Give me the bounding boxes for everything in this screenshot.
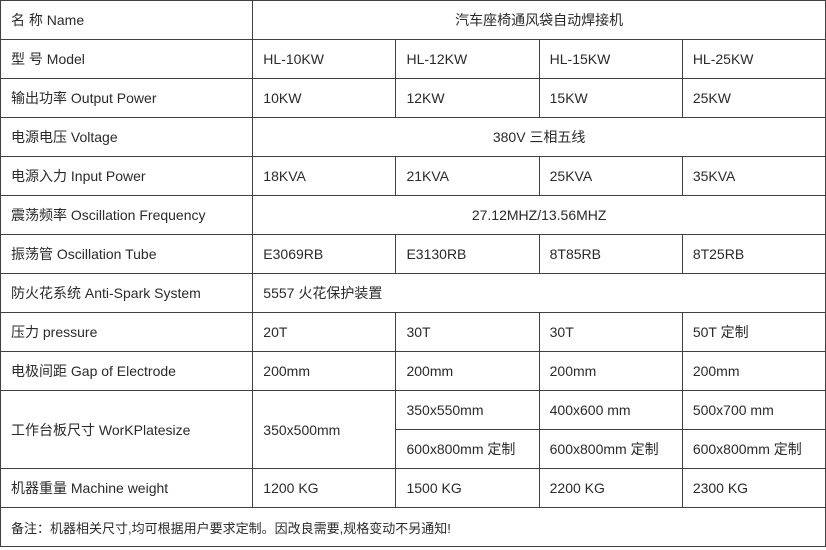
plate-r1-1: 350x550mm (396, 391, 539, 430)
osc-tube-1: E3130RB (396, 235, 539, 274)
antispark-value: 5557 火花保护装置 (253, 274, 826, 313)
output-power-3: 25KW (682, 79, 825, 118)
name-value: 汽车座椅通风袋自动焊接机 (253, 1, 826, 40)
gap-0: 200mm (253, 352, 396, 391)
row-output-power: 输出功率 Output Power 10KW 12KW 15KW 25KW (1, 79, 826, 118)
osc-freq-label: 震荡频率 Oscillation Frequency (1, 196, 253, 235)
row-plate-1: 工作台板尺寸 WorKPlatesize 350x500mm 350x550mm… (1, 391, 826, 430)
row-weight: 机器重量 Machine weight 1200 KG 1500 KG 2200… (1, 469, 826, 508)
osc-tube-2: 8T85RB (539, 235, 682, 274)
plate-r2-0: 600x800mm 定制 (396, 430, 539, 469)
osc-freq-value: 27.12MHZ/13.56MHZ (253, 196, 826, 235)
plate-r2-1: 600x800mm 定制 (539, 430, 682, 469)
input-power-label: 电源入力 Input Power (1, 157, 253, 196)
weight-label: 机器重量 Machine weight (1, 469, 253, 508)
osc-tube-label: 振荡管 Oscillation Tube (1, 235, 253, 274)
antispark-label: 防火花系统 Anti-Spark System (1, 274, 253, 313)
weight-1: 1500 KG (396, 469, 539, 508)
model-3: HL-25KW (682, 40, 825, 79)
plate-label: 工作台板尺寸 WorKPlatesize (1, 391, 253, 469)
row-model: 型 号 Model HL-10KW HL-12KW HL-15KW HL-25K… (1, 40, 826, 79)
row-osc-freq: 震荡频率 Oscillation Frequency 27.12MHZ/13.5… (1, 196, 826, 235)
spec-table: 名 称 Name 汽车座椅通风袋自动焊接机 型 号 Model HL-10KW … (0, 0, 826, 547)
voltage-value: 380V 三相五线 (253, 118, 826, 157)
model-0: HL-10KW (253, 40, 396, 79)
input-power-0: 18KVA (253, 157, 396, 196)
gap-label: 电极间距 Gap of Electrode (1, 352, 253, 391)
row-input-power: 电源入力 Input Power 18KVA 21KVA 25KVA 35KVA (1, 157, 826, 196)
row-osc-tube: 振荡管 Oscillation Tube E3069RB E3130RB 8T8… (1, 235, 826, 274)
weight-0: 1200 KG (253, 469, 396, 508)
input-power-2: 25KVA (539, 157, 682, 196)
output-power-0: 10KW (253, 79, 396, 118)
row-antispark: 防火花系统 Anti-Spark System 5557 火花保护装置 (1, 274, 826, 313)
output-power-label: 输出功率 Output Power (1, 79, 253, 118)
pressure-1: 30T (396, 313, 539, 352)
pressure-3: 50T 定制 (682, 313, 825, 352)
row-voltage: 电源电压 Voltage 380V 三相五线 (1, 118, 826, 157)
osc-tube-0: E3069RB (253, 235, 396, 274)
plate-r2-2: 600x800mm 定制 (682, 430, 825, 469)
row-note: 备注：机器相关尺寸,均可根据用户要求定制。因改良需要,规格变动不另通知! (1, 508, 826, 547)
plate-r1-3: 500x700 mm (682, 391, 825, 430)
gap-3: 200mm (682, 352, 825, 391)
osc-tube-3: 8T25RB (682, 235, 825, 274)
row-pressure: 压力 pressure 20T 30T 30T 50T 定制 (1, 313, 826, 352)
row-name: 名 称 Name 汽车座椅通风袋自动焊接机 (1, 1, 826, 40)
output-power-2: 15KW (539, 79, 682, 118)
model-2: HL-15KW (539, 40, 682, 79)
name-label: 名 称 Name (1, 1, 253, 40)
model-1: HL-12KW (396, 40, 539, 79)
input-power-1: 21KVA (396, 157, 539, 196)
plate-r1-2: 400x600 mm (539, 391, 682, 430)
pressure-label: 压力 pressure (1, 313, 253, 352)
plate-r1-0: 350x500mm (253, 391, 396, 469)
output-power-1: 12KW (396, 79, 539, 118)
weight-3: 2300 KG (682, 469, 825, 508)
gap-1: 200mm (396, 352, 539, 391)
weight-2: 2200 KG (539, 469, 682, 508)
pressure-0: 20T (253, 313, 396, 352)
voltage-label: 电源电压 Voltage (1, 118, 253, 157)
row-gap: 电极间距 Gap of Electrode 200mm 200mm 200mm … (1, 352, 826, 391)
model-label: 型 号 Model (1, 40, 253, 79)
gap-2: 200mm (539, 352, 682, 391)
note-text: 备注：机器相关尺寸,均可根据用户要求定制。因改良需要,规格变动不另通知! (1, 508, 826, 547)
pressure-2: 30T (539, 313, 682, 352)
input-power-3: 35KVA (682, 157, 825, 196)
